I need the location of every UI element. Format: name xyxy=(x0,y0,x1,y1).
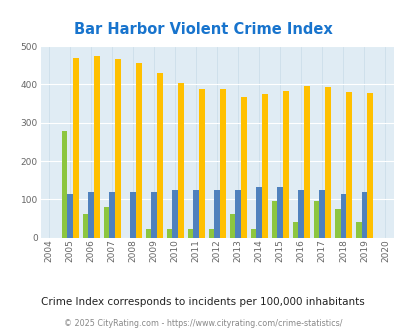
Bar xyxy=(220,89,225,238)
Bar xyxy=(62,131,67,238)
Bar xyxy=(334,209,340,238)
Text: Bar Harbor Violent Crime Index: Bar Harbor Violent Crime Index xyxy=(73,22,332,37)
Bar xyxy=(298,190,303,238)
Bar xyxy=(313,201,319,238)
Bar xyxy=(282,91,288,238)
Bar xyxy=(198,89,204,238)
Bar xyxy=(229,214,235,238)
Bar xyxy=(103,207,109,238)
Bar xyxy=(193,190,198,238)
Bar xyxy=(130,192,136,238)
Bar xyxy=(145,229,151,238)
Bar xyxy=(187,229,193,238)
Bar xyxy=(235,190,241,238)
Bar xyxy=(366,92,372,238)
Bar xyxy=(256,187,262,238)
Bar xyxy=(277,187,282,238)
Bar xyxy=(361,192,366,238)
Bar xyxy=(345,92,351,238)
Bar xyxy=(157,73,162,238)
Bar xyxy=(67,194,72,238)
Bar xyxy=(340,194,345,238)
Bar xyxy=(72,58,78,238)
Bar xyxy=(324,87,330,238)
Bar xyxy=(151,192,157,238)
Bar xyxy=(94,56,99,238)
Text: © 2025 CityRating.com - https://www.cityrating.com/crime-statistics/: © 2025 CityRating.com - https://www.city… xyxy=(64,319,341,328)
Bar xyxy=(319,190,324,238)
Bar xyxy=(241,97,246,238)
Bar xyxy=(82,214,88,238)
Bar xyxy=(172,190,177,238)
Text: Crime Index corresponds to incidents per 100,000 inhabitants: Crime Index corresponds to incidents per… xyxy=(41,297,364,307)
Bar xyxy=(166,229,172,238)
Bar xyxy=(271,201,277,238)
Bar xyxy=(115,59,120,238)
Bar xyxy=(355,221,361,238)
Bar xyxy=(177,82,183,238)
Bar xyxy=(88,192,94,238)
Bar xyxy=(292,221,298,238)
Bar xyxy=(136,63,141,238)
Bar xyxy=(303,85,309,238)
Bar xyxy=(208,229,214,238)
Bar xyxy=(109,192,115,238)
Bar xyxy=(214,190,220,238)
Bar xyxy=(250,229,256,238)
Bar xyxy=(262,94,267,238)
